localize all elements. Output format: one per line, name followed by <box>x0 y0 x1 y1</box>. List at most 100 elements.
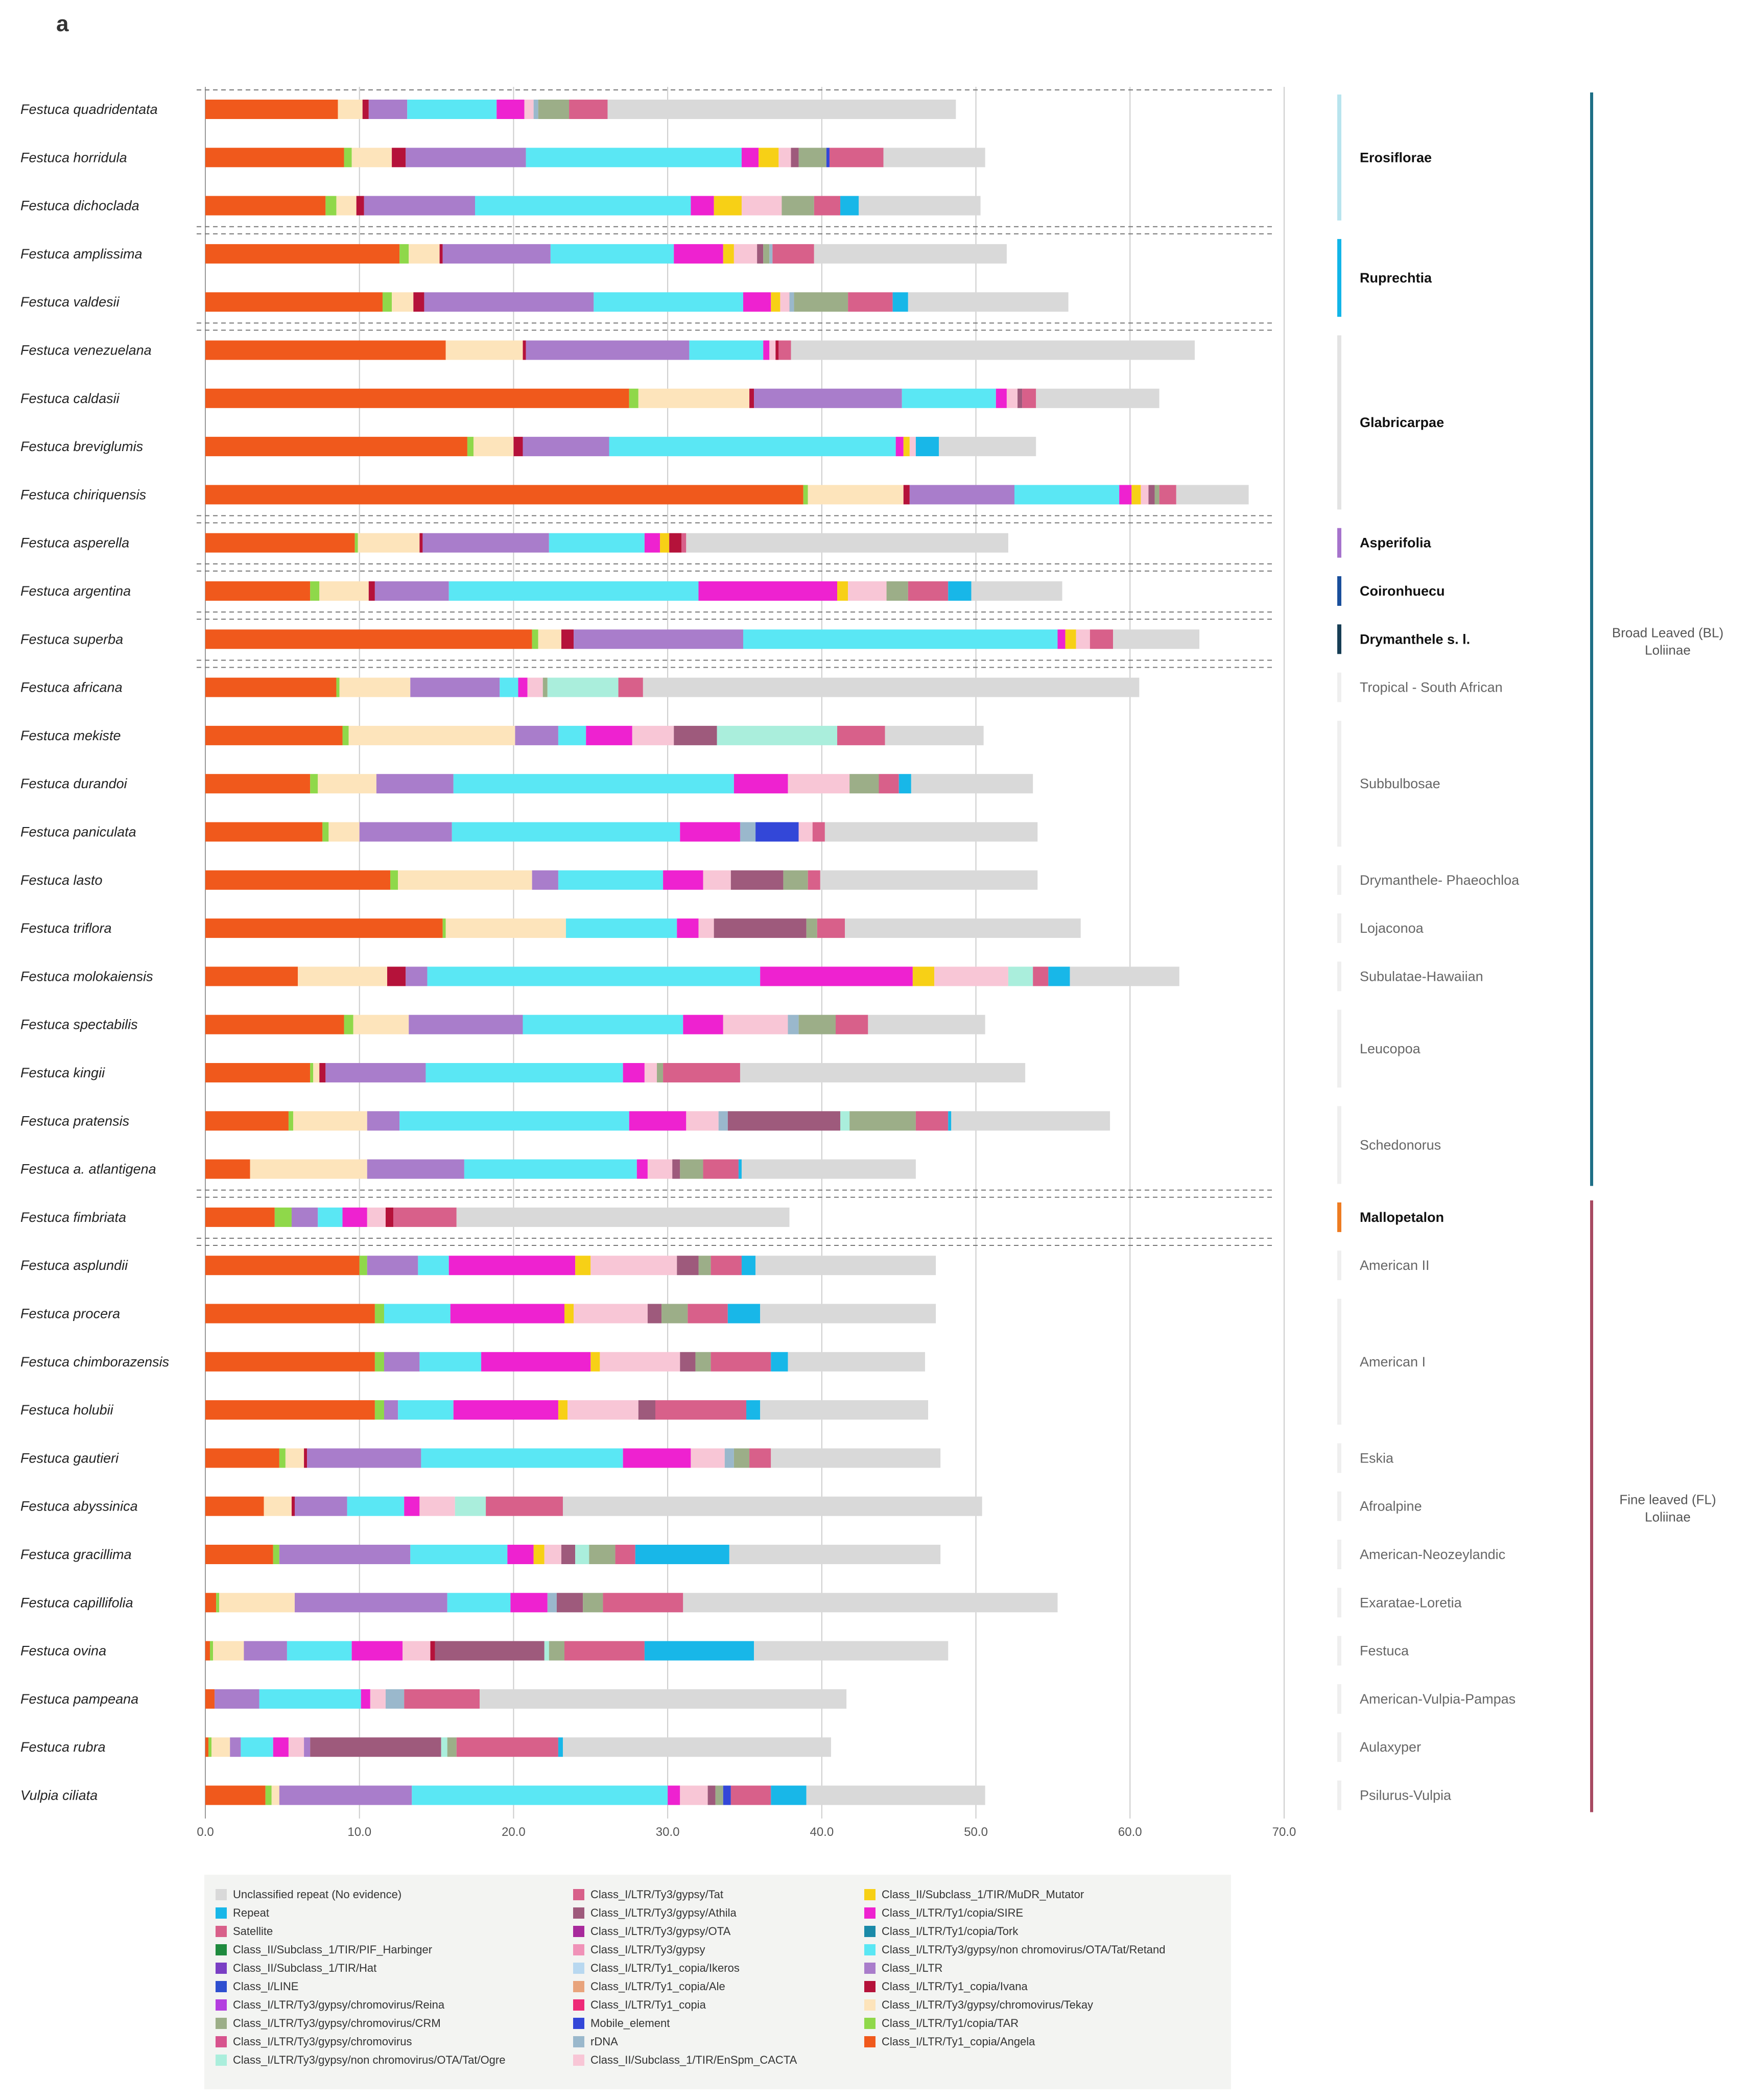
bar-segment-crm <box>782 196 814 216</box>
bar-segment-ivana <box>291 1496 295 1516</box>
bar-segment-tat <box>817 918 845 938</box>
bar-segment-unclassified <box>845 918 1081 938</box>
bar-segment-retand <box>425 1063 623 1082</box>
bar-segment-cacta <box>769 340 776 360</box>
bar-segment-sire <box>623 1063 645 1082</box>
bar-segment-sire <box>342 1207 367 1227</box>
bar-segment-tekay <box>264 1496 292 1516</box>
bar-segment-ivana <box>439 244 443 264</box>
bar-segment-tekay <box>392 292 414 312</box>
category-label: Festuca dichoclada <box>20 198 139 214</box>
legend-swatch <box>216 1926 227 1937</box>
bar-segment-tar <box>374 1400 384 1420</box>
legend-item: Mobile_element <box>573 2017 670 2030</box>
bar-segment-sire <box>623 1448 691 1468</box>
bar-segment-tekay <box>398 870 532 890</box>
bar-segment-angela <box>205 340 446 360</box>
bar-segment-tekay <box>358 533 420 553</box>
legend-item: Class_II/Subclass_1/TIR/EnSpm_CACTA <box>573 2054 797 2067</box>
category-label: Festuca breviglumis <box>20 439 143 454</box>
bar-segment-mutator <box>771 292 780 312</box>
legend-label: rDNA <box>590 2035 618 2048</box>
bar-segment-tat <box>1090 629 1114 649</box>
bar-segment-angela <box>205 1063 311 1082</box>
legend-swatch <box>216 1963 227 1974</box>
bar-segment-unclassified <box>971 581 1062 601</box>
bar-segment-mobile <box>755 822 799 842</box>
bar-segment-retand <box>421 1448 623 1468</box>
bar-segment-ltr <box>325 1063 426 1082</box>
x-tick-label: 30.0 <box>656 1825 680 1839</box>
bar-segment-ivana <box>356 196 364 216</box>
legend-label: Class_I/LTR/Ty3/gypsy/Athila <box>590 1906 737 1919</box>
bar-segment-unclassified <box>788 1352 926 1372</box>
bar-segment-cacta <box>544 1545 561 1564</box>
bar-segment-tat <box>711 1352 771 1372</box>
bar-segment-cacta <box>574 1304 648 1324</box>
bar-segment-repeat <box>892 292 908 312</box>
bar-segment-repeat <box>840 196 859 216</box>
x-tick-label: 50.0 <box>964 1825 988 1839</box>
bar-segment-tar <box>629 388 638 408</box>
bar-segment-ltr <box>384 1352 420 1372</box>
bar-segment-athila <box>757 244 764 264</box>
clade-bar <box>1337 1491 1341 1521</box>
bar-segment-angela <box>205 1304 375 1324</box>
bar-segment-unclassified <box>1036 388 1160 408</box>
bar-segment-tar <box>310 581 320 601</box>
clade-label: Asperifolia <box>1360 535 1432 551</box>
bar-segment-tar <box>354 533 358 553</box>
legend-item: Class_I/LTR/Ty1_copia/Angela <box>864 2035 1035 2048</box>
bar-segment-sire <box>636 1159 648 1179</box>
clade-bar <box>1337 95 1341 221</box>
legend-item: Class_I/LTR/Ty3/gypsy/non chromovirus/OT… <box>216 2054 505 2067</box>
bar-segment-ltr <box>532 870 558 890</box>
legend-label: Class_II/Subclass_1/TIR/MuDR_Mutator <box>882 1888 1084 1901</box>
bar-segment-tar <box>322 822 329 842</box>
bar-segment-ltr <box>422 533 549 553</box>
bar-segment-sire <box>481 1352 591 1372</box>
bar-segment-athila <box>730 870 784 890</box>
bar-segment-crm <box>886 581 908 601</box>
clade-bar <box>1337 1636 1341 1666</box>
bar-segment-repeat <box>746 1400 761 1420</box>
bar-segment-tekay <box>318 774 376 794</box>
bar-segment-tar <box>210 1641 214 1661</box>
bar-segment-angela <box>205 196 326 216</box>
bar-segment-cacta <box>1141 485 1149 505</box>
bar-segment-tat <box>618 677 643 697</box>
bar-segment-athila <box>677 1256 699 1276</box>
bar-segment-crm <box>549 1641 564 1661</box>
legend-label: Class_I/LTR/Ty1/copia/SIRE <box>882 1906 1024 1919</box>
bar-segment-athila <box>647 1304 662 1324</box>
bar-segment-cacta <box>686 1111 719 1131</box>
bar-segment-tekay <box>211 1737 230 1757</box>
bar-segment-angela <box>205 581 311 601</box>
bar-segment-rdna <box>789 292 794 312</box>
group-bar <box>1590 1200 1593 1812</box>
clade-label: American-Neozeylandic <box>1360 1547 1505 1562</box>
legend-swatch <box>216 1999 227 2011</box>
clade-label: Afroalpine <box>1360 1499 1422 1514</box>
bar-segment-tar <box>274 1207 292 1227</box>
bar-segment-mutator <box>759 148 779 168</box>
bar-segment-tekay <box>338 100 363 119</box>
bar-segment-sire <box>741 148 759 168</box>
bar-segment-ogre <box>575 1545 589 1564</box>
bar-segment-tar <box>399 244 409 264</box>
bar-segment-athila <box>556 1593 583 1613</box>
bar-segment-retand <box>418 1256 449 1276</box>
bar-segment-ivana <box>413 292 424 312</box>
x-axis-ticks: 0.0 10.0 20.0 30.0 40.0 50.0 60.0 70.0 <box>197 1825 1296 1839</box>
legend-item: Class_I/LTR/Ty3/gypsy <box>573 1943 705 1956</box>
bar-segment-sire <box>629 1111 687 1131</box>
bar-segment-angela <box>205 725 343 745</box>
bar-segment-rdna <box>547 1593 557 1613</box>
bar-segment-tekay <box>348 725 515 745</box>
bar-segment-sire <box>450 1304 564 1324</box>
bar-segment-tar <box>359 1256 367 1276</box>
bar-segment-ivana <box>775 340 779 360</box>
clade-label: Glabricarpae <box>1360 415 1444 430</box>
bar-segment-unclassified <box>729 1545 941 1564</box>
legend-item: Unclassified repeat (No evidence) <box>216 1888 401 1901</box>
